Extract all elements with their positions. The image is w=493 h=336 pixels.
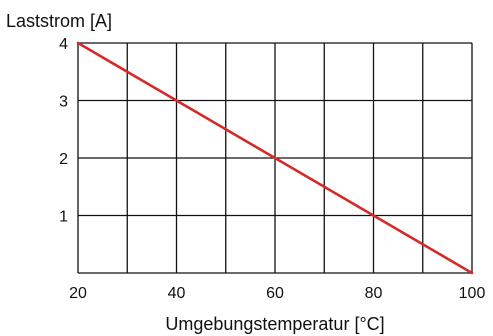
x-axis-title: Umgebungstemperatur [°C] (165, 314, 384, 334)
series-layer (76, 41, 474, 275)
y-tick-label-2: 2 (59, 151, 68, 168)
x-tick-label-60: 60 (266, 285, 284, 302)
x-tick-label-100: 100 (459, 285, 486, 302)
series-line-0 (76, 41, 474, 275)
tick-labels: 20 40 60 80 100 1 2 3 4 (59, 36, 485, 302)
x-tick-label-80: 80 (365, 285, 383, 302)
y-tick-label-1: 1 (59, 209, 68, 226)
x-tick-label-20: 20 (69, 285, 87, 302)
y-tick-label-4: 4 (59, 36, 68, 53)
grid (77, 42, 473, 274)
y-axis-title: Laststrom [A] (6, 11, 112, 31)
x-tick-label-40: 40 (168, 285, 186, 302)
y-tick-label-3: 3 (59, 94, 68, 111)
